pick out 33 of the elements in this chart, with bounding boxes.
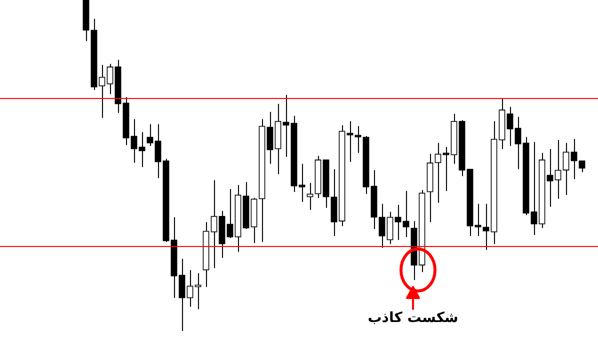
annotation: شکست کاذب [366,310,460,326]
candlestick [194,272,202,310]
candlestick [354,126,362,154]
candlestick [138,132,146,168]
candlestick [106,63,114,95]
candlestick [434,142,442,204]
candlestick [210,180,218,269]
candlestick [530,142,538,236]
candlestick [186,270,194,308]
candlestick [562,142,570,196]
candlestick [298,163,306,202]
candlestick [554,140,562,200]
candlestick [506,106,514,146]
candlestick [514,116,522,170]
candlestick [546,148,554,208]
candlestick [98,64,106,118]
candlestick [346,120,354,162]
candlestick [226,188,234,238]
candlestick [378,203,386,248]
candlestick [402,190,410,238]
candlestick [394,204,402,240]
candlestick [570,138,578,180]
candlestick [178,258,186,332]
candlestick [482,203,490,250]
candlestick [474,203,482,237]
candlestick [330,168,338,237]
candlestick [306,182,314,210]
candlestick [386,211,394,244]
candlestick [266,111,274,164]
candlestick [154,124,162,179]
candlestick [146,124,154,146]
candlestick [282,94,290,158]
candlestick [130,118,138,164]
